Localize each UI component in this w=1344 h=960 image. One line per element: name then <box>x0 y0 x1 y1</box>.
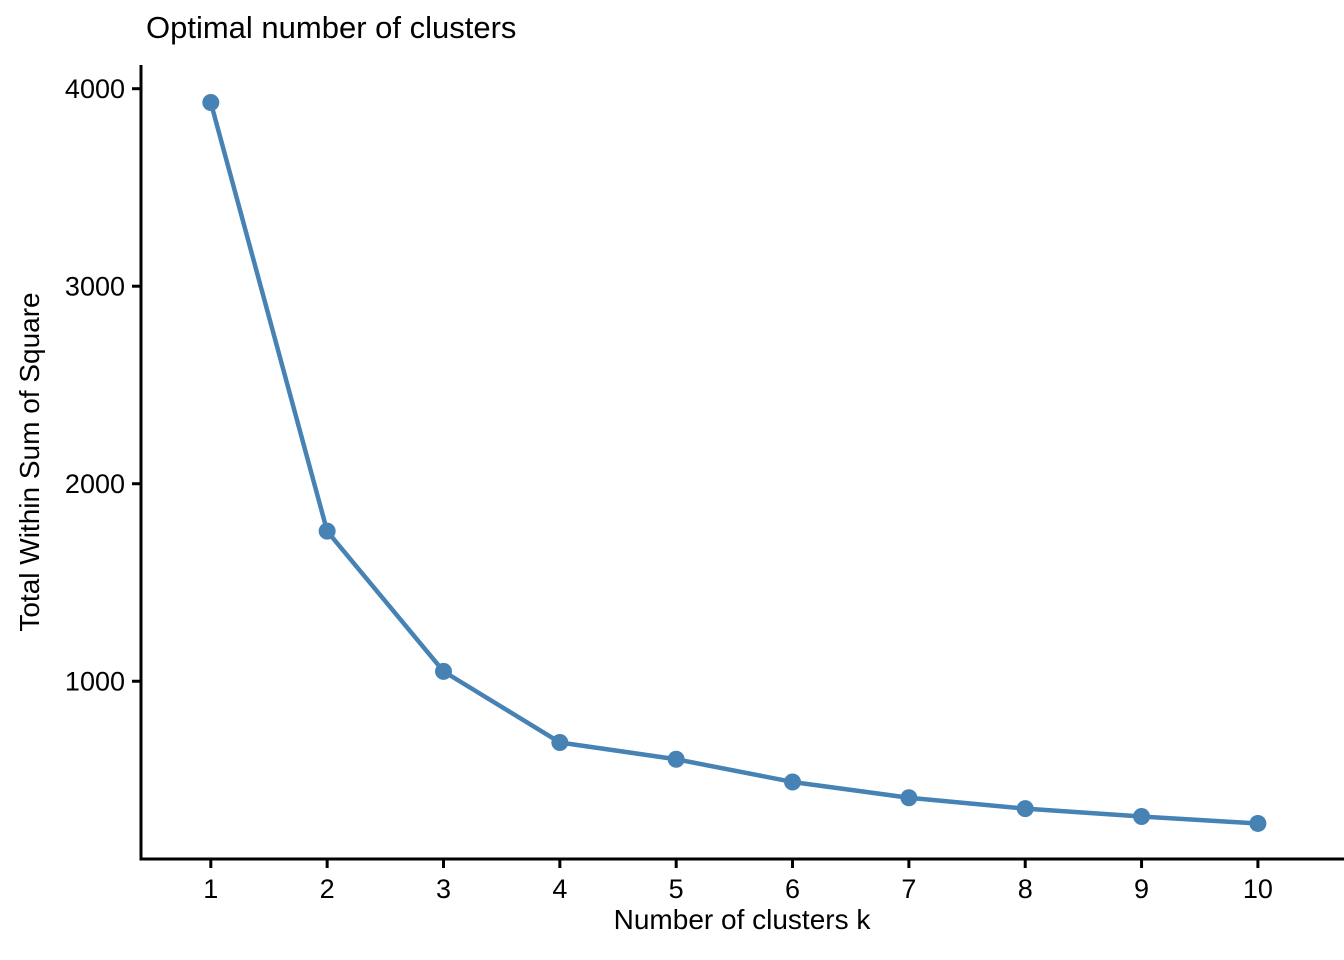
y-tick-label: 1000 <box>65 667 125 697</box>
x-tick-label: 8 <box>1018 874 1033 904</box>
y-tick-label: 2000 <box>65 469 125 499</box>
data-point <box>434 662 452 680</box>
data-point <box>900 789 918 807</box>
chart-title: Optimal number of clusters <box>146 10 517 45</box>
data-point <box>1133 808 1151 826</box>
x-tick-label: 3 <box>436 874 451 904</box>
x-tick-label: 6 <box>785 874 800 904</box>
data-point <box>318 522 336 540</box>
data-point <box>784 773 802 791</box>
data-point <box>551 733 569 751</box>
x-tick-label: 7 <box>901 874 916 904</box>
x-tick-label: 9 <box>1134 874 1149 904</box>
x-tick-label: 4 <box>552 874 567 904</box>
x-axis-title: Number of clusters k <box>613 904 871 935</box>
data-point <box>202 94 220 112</box>
x-tick-label: 1 <box>203 874 218 904</box>
x-tick-label: 5 <box>669 874 684 904</box>
y-tick-label: 4000 <box>65 74 125 104</box>
x-tick-label: 10 <box>1243 874 1273 904</box>
x-tick-label: 2 <box>320 874 335 904</box>
data-point <box>1016 800 1034 818</box>
data-point <box>667 750 685 768</box>
data-line <box>208 100 1261 826</box>
data-point <box>1249 814 1267 832</box>
y-tick-label: 3000 <box>65 272 125 302</box>
